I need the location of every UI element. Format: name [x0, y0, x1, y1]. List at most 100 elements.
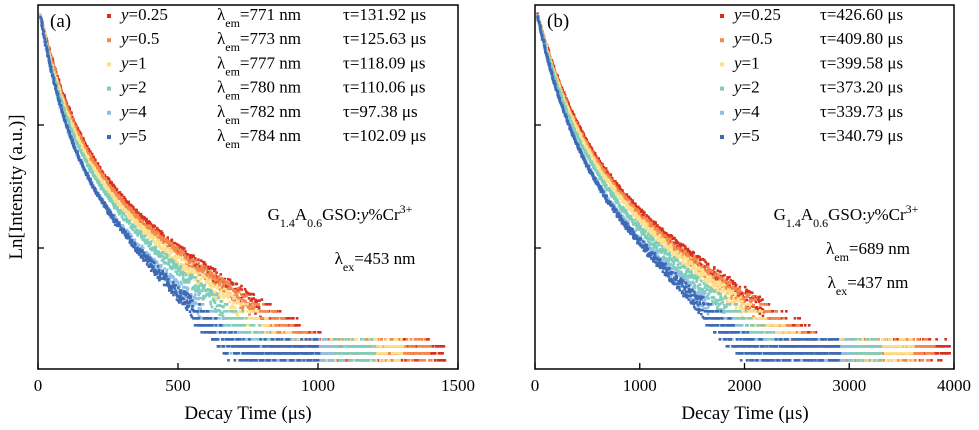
data-point	[285, 345, 288, 348]
data-point	[257, 305, 261, 309]
data-point	[192, 273, 195, 277]
data-point	[258, 299, 261, 302]
data-point	[56, 87, 59, 91]
data-point	[232, 297, 235, 300]
data-point	[225, 291, 229, 294]
data-point	[240, 359, 243, 362]
data-point	[211, 279, 215, 283]
data-point	[118, 191, 122, 194]
data-point	[272, 310, 275, 313]
data-point	[285, 352, 289, 355]
data-point	[261, 310, 264, 313]
data-point	[125, 217, 128, 221]
data-point	[61, 98, 65, 101]
data-point	[158, 236, 162, 240]
data-point	[182, 301, 186, 304]
data-point	[407, 359, 410, 362]
data-point	[165, 268, 169, 272]
data-point	[213, 331, 217, 334]
data-point	[283, 317, 286, 320]
data-point	[250, 359, 253, 362]
data-point	[197, 307, 200, 310]
data-point	[323, 338, 326, 341]
data-point	[192, 287, 195, 290]
data-point	[53, 66, 56, 70]
data-point	[92, 167, 96, 171]
data-point	[128, 208, 132, 212]
data-point	[85, 145, 89, 148]
data-point	[245, 290, 248, 293]
data-point	[169, 251, 172, 255]
data-point	[199, 259, 203, 262]
data-point	[276, 359, 280, 362]
data-point	[157, 238, 160, 242]
data-point	[313, 331, 317, 334]
data-point	[113, 223, 117, 226]
data-point	[228, 324, 232, 327]
data-point	[205, 317, 208, 320]
data-point	[124, 197, 127, 201]
data-point	[128, 239, 132, 242]
data-point	[124, 230, 127, 233]
data-point	[200, 331, 203, 334]
data-point	[82, 167, 86, 171]
data-point	[63, 106, 66, 110]
data-point	[152, 270, 156, 274]
data-point	[211, 267, 214, 270]
data-point	[413, 352, 417, 355]
data-point	[212, 282, 215, 285]
data-point	[132, 206, 135, 209]
data-point	[204, 294, 208, 298]
data-point	[217, 292, 221, 295]
data-point	[250, 297, 254, 301]
data-point	[145, 223, 149, 226]
data-point	[270, 317, 274, 320]
data-point	[208, 275, 212, 279]
data-point	[122, 199, 125, 203]
data-point	[400, 338, 403, 341]
data-point	[156, 240, 160, 243]
data-point	[417, 338, 420, 341]
data-point	[76, 126, 80, 130]
data-point	[421, 345, 425, 348]
data-point	[133, 238, 137, 242]
data-point	[169, 242, 173, 245]
data-point	[183, 266, 187, 269]
data-point	[304, 359, 307, 362]
data-point	[230, 306, 234, 310]
data-point	[128, 213, 132, 216]
data-point	[213, 276, 217, 280]
data-point	[248, 338, 251, 341]
data-point	[130, 223, 134, 226]
data-point	[293, 331, 296, 334]
data-point	[287, 324, 290, 327]
data-point	[163, 267, 166, 270]
data-point	[172, 244, 176, 247]
data-point	[220, 324, 223, 327]
data-point	[252, 345, 255, 348]
data-point	[434, 359, 437, 362]
data-point	[200, 264, 203, 268]
data-point	[324, 345, 328, 348]
data-point	[419, 352, 422, 355]
data-point	[180, 292, 183, 295]
data-point	[69, 122, 73, 125]
data-point	[78, 145, 81, 148]
data-point	[185, 299, 189, 302]
data-point	[215, 298, 218, 302]
data-point	[101, 180, 104, 184]
data-point	[159, 253, 163, 257]
data-point	[202, 310, 206, 313]
data-point	[359, 345, 362, 348]
data-point	[119, 226, 123, 230]
data-point	[241, 317, 245, 320]
data-point	[277, 331, 281, 334]
data-point	[422, 352, 426, 355]
data-point	[113, 203, 117, 206]
data-point	[196, 312, 200, 315]
data-point	[124, 208, 127, 212]
data-point	[263, 345, 267, 348]
data-point	[397, 338, 400, 341]
data-point	[298, 324, 301, 327]
data-point	[97, 194, 100, 197]
